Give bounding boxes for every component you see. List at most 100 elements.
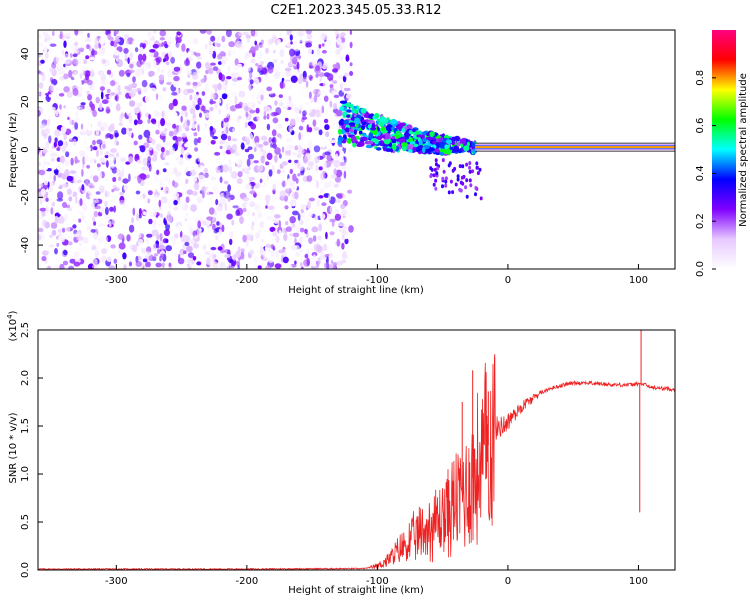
spectrogram-cell bbox=[183, 214, 190, 220]
spectrogram-cell bbox=[254, 43, 259, 51]
spectrogram-cell bbox=[233, 66, 240, 71]
spectrogram-cell bbox=[186, 69, 192, 76]
spectrogram-cell bbox=[159, 233, 163, 242]
spectrogram-cell bbox=[174, 252, 178, 257]
spectrogram-cell bbox=[308, 48, 313, 54]
spectrogram-cell bbox=[228, 158, 232, 166]
spectrogram-cell bbox=[183, 250, 187, 254]
colorbar-gradient bbox=[712, 30, 736, 269]
spectrogram-cell bbox=[200, 138, 204, 146]
spectrogram-cell bbox=[282, 256, 289, 264]
spectrogram-cell bbox=[73, 251, 80, 258]
spectrogram-cell bbox=[89, 157, 95, 163]
spectrogram-cell bbox=[271, 209, 277, 216]
spectrogram-cell bbox=[304, 253, 309, 259]
spectrogram-cell bbox=[318, 223, 322, 232]
spectrogram-cell bbox=[465, 178, 469, 183]
spectrogram-cell bbox=[56, 157, 61, 162]
spectrogram-cell bbox=[409, 141, 416, 145]
spectrogram-cell bbox=[260, 39, 264, 45]
spectrogram-cell bbox=[40, 123, 47, 129]
spectrogram-cell bbox=[296, 31, 300, 36]
spectrogram-cell bbox=[135, 213, 140, 221]
spectrogram-cell bbox=[197, 124, 200, 132]
spectrogram-cell bbox=[332, 68, 338, 73]
spectrogram-cell bbox=[336, 37, 342, 46]
spectrogram-cell bbox=[78, 58, 82, 65]
spectrogram-cell bbox=[147, 190, 153, 196]
spectrogram-cell bbox=[117, 233, 124, 240]
spectrogram-cell bbox=[39, 71, 44, 76]
spectrogram-cell bbox=[296, 61, 300, 70]
spectrogram-cell bbox=[65, 151, 70, 158]
spectrogram-cell bbox=[353, 105, 358, 109]
spectrogram-cell bbox=[308, 91, 312, 100]
spectrogram-cell bbox=[62, 227, 66, 233]
spectrogram-cell bbox=[90, 68, 94, 77]
spectrogram-cell bbox=[254, 135, 260, 144]
colorbar-tick-label: 0.4 bbox=[695, 165, 706, 181]
spectrogram-cell bbox=[301, 266, 304, 269]
spectrogram-cell bbox=[164, 128, 168, 132]
spectrogram-cell bbox=[234, 103, 242, 109]
spectrogram-cell bbox=[212, 84, 219, 89]
spectrogram-cell bbox=[185, 196, 190, 203]
spectrogram-cell bbox=[50, 222, 58, 229]
spectrogram-cell bbox=[474, 186, 478, 190]
spectrogram-cell bbox=[210, 35, 216, 42]
spectrogram-cell bbox=[149, 39, 152, 48]
spectrogram-cell bbox=[294, 183, 298, 190]
spectrogram-cell bbox=[325, 231, 328, 240]
spectrogram-cell bbox=[412, 147, 417, 152]
spectrogram-cell bbox=[237, 76, 242, 81]
spectrogram-cell bbox=[289, 199, 297, 207]
spectrogram-cell bbox=[79, 150, 86, 157]
spectrogram-cell bbox=[49, 174, 52, 181]
spectrogram-cell bbox=[367, 140, 374, 145]
spectrogram-cell bbox=[90, 50, 98, 56]
spectrogram-cell bbox=[223, 180, 229, 185]
spectrogram-cell bbox=[306, 170, 310, 177]
spectrogram-cell bbox=[39, 207, 47, 212]
spectrogram-cell bbox=[294, 260, 297, 265]
snr-frame bbox=[37, 329, 676, 571]
spectrogram-cell bbox=[164, 162, 170, 166]
spectrogram-cell bbox=[312, 254, 316, 261]
spectrogram-cell bbox=[68, 207, 73, 212]
spectrogram-cell bbox=[61, 145, 66, 153]
spectrogram-cell bbox=[314, 66, 321, 74]
spectrogram-cell bbox=[99, 157, 105, 163]
spectrogram-cell bbox=[272, 183, 277, 192]
spectrogram-cell bbox=[60, 126, 67, 134]
spectrogram-cell bbox=[317, 235, 322, 240]
spectrogram-cell bbox=[79, 198, 83, 206]
spectrogram-cell bbox=[453, 145, 460, 153]
spectrogram-cell bbox=[105, 151, 110, 155]
spectrogram-cell bbox=[95, 128, 100, 137]
spectrogram-cell bbox=[45, 52, 49, 60]
spectrogram-cell bbox=[137, 119, 143, 125]
spectrogram-cell bbox=[221, 224, 225, 233]
spectrogram-cell bbox=[209, 127, 216, 135]
spectrogram-cell bbox=[147, 118, 151, 124]
spectrogram-cell bbox=[106, 256, 112, 263]
spectrogram-cell bbox=[249, 201, 256, 208]
spectrogram-cell bbox=[290, 148, 293, 155]
spectrogram-cell bbox=[126, 40, 129, 45]
spectrogram-cell bbox=[267, 66, 274, 74]
spectrogram-cell bbox=[311, 226, 319, 233]
spectrogram-cell bbox=[115, 87, 118, 92]
spectrogram-cell bbox=[186, 189, 194, 195]
spectrogram-cell bbox=[151, 139, 156, 145]
spectrogram-cell bbox=[201, 220, 209, 226]
spectrogram-cell bbox=[240, 142, 245, 150]
spectrogram-cell bbox=[332, 80, 338, 84]
x-tick-label: 0 bbox=[505, 275, 511, 286]
spectrogram-cell bbox=[63, 249, 68, 256]
spectrogram-cell bbox=[283, 233, 288, 242]
spectrogram-cell bbox=[204, 43, 208, 50]
spectrogram-cell bbox=[285, 145, 290, 152]
x-tick-label: -100 bbox=[366, 275, 389, 286]
colorbar: 0.0 0.2 0.4 0.6 0.8 Normalized spectral ampl… bbox=[695, 30, 749, 277]
spectrogram-cell bbox=[268, 137, 273, 144]
